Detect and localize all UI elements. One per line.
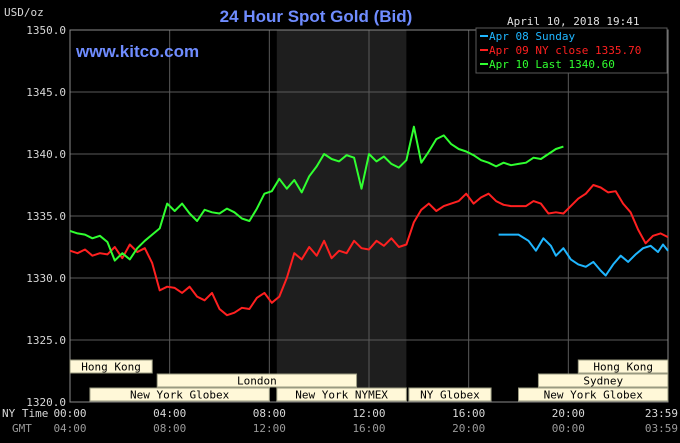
- session-band-label: New York Globex: [130, 389, 230, 402]
- plot-frame: [69, 29, 669, 403]
- y-tick-label: 1335.0: [26, 210, 66, 223]
- session-band-label: New York NYMEX: [295, 389, 388, 402]
- series-line: [498, 233, 669, 277]
- x-axis-ticks: 00:00 04:00 04:00 08:00 08:00 12:00 12:00 16:00…: [53, 407, 678, 435]
- legend-entry: Apr 08 Sunday: [489, 30, 575, 43]
- y-tick-label: 1320.0: [26, 396, 66, 409]
- y-tick-label: 1330.0: [26, 272, 66, 285]
- x-tick-label-gmt: 03:59: [645, 422, 678, 435]
- x-tick-label-ny: 23:59: [645, 407, 678, 420]
- session-band: [276, 387, 407, 402]
- session-band: [69, 359, 153, 374]
- x-tick-label-ny: 20:00: [552, 407, 585, 420]
- chart-title: 24 Hour Spot Gold (Bid): [220, 7, 413, 26]
- legend-entry: Apr 09 NY close 1335.70: [489, 44, 641, 57]
- gmt-row-label: GMT: [12, 422, 32, 435]
- price-series: [69, 125, 669, 317]
- x-tick-label-ny: 04:00: [153, 407, 186, 420]
- session-band: [577, 359, 669, 374]
- series-line: [69, 125, 564, 262]
- session-band: [537, 373, 669, 388]
- x-tick-label-ny: 00:00: [53, 407, 86, 420]
- x-tick-label-gmt: 04:00: [53, 422, 86, 435]
- x-tick-label-ny: 12:00: [352, 407, 385, 420]
- session-band-label: London: [237, 375, 277, 388]
- session-band: [156, 373, 358, 388]
- x-tick-label-gmt: 08:00: [153, 422, 186, 435]
- timestamp: April 10, 2018 19:41: [507, 15, 639, 28]
- x-tick-label-gmt: 20:00: [452, 422, 485, 435]
- y-tick-label: 1345.0: [26, 86, 66, 99]
- market-session-bands: Hong Kong London New York Globex New York N…: [69, 359, 669, 402]
- ny-time-row-label: NY Time: [2, 407, 48, 420]
- session-band: [518, 387, 669, 402]
- x-tick-label-ny: 16:00: [452, 407, 485, 420]
- session-band-label: Hong Kong: [81, 361, 141, 374]
- series-line: [69, 184, 669, 317]
- x-tick-label-gmt: 12:00: [253, 422, 286, 435]
- x-tick-label-gmt: 16:00: [352, 422, 385, 435]
- session-band-label: New York Globex: [544, 389, 644, 402]
- x-tick-label-gmt: 00:00: [552, 422, 585, 435]
- x-tick-label-ny: 08:00: [253, 407, 286, 420]
- session-band-label: Hong Kong: [593, 361, 653, 374]
- y-tick-label: 1340.0: [26, 148, 66, 161]
- session-band-label: NY Globex: [420, 389, 480, 402]
- legend-entry: Apr 10 Last 1340.60: [489, 58, 615, 71]
- y-tick-label: 1325.0: [26, 334, 66, 347]
- session-band: [408, 387, 492, 402]
- y-tick-label: 1350.0: [26, 24, 66, 37]
- y-axis-unit-label: USD/oz: [4, 6, 44, 19]
- session-band-label: Sydney: [583, 375, 623, 388]
- legend-box: [475, 27, 668, 74]
- y-axis-ticks: 1320.0 1325.0 1330.0 1335.0 1340.0 1345.0 1350…: [26, 24, 66, 409]
- watermark: www.kitco.com: [75, 42, 199, 61]
- session-band: [89, 387, 270, 402]
